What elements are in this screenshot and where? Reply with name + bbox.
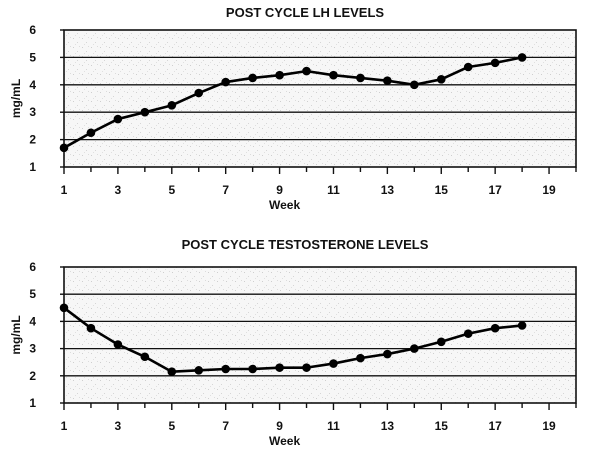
data-point bbox=[463, 62, 473, 72]
data-point bbox=[248, 364, 257, 374]
data-point bbox=[383, 76, 392, 85]
x-tick-label: 15 bbox=[435, 419, 449, 433]
data-point bbox=[302, 66, 311, 76]
data-point bbox=[248, 73, 257, 83]
plot-area bbox=[64, 267, 576, 403]
data-point bbox=[517, 53, 527, 62]
plot-frame bbox=[63, 29, 577, 168]
x-tick-label: 9 bbox=[276, 183, 283, 197]
data-point bbox=[140, 352, 150, 362]
data-point bbox=[329, 359, 338, 368]
data-point bbox=[463, 329, 473, 338]
data-point bbox=[167, 101, 177, 110]
data-point bbox=[436, 337, 446, 347]
y-tick-label: 4 bbox=[29, 314, 36, 328]
data-point bbox=[113, 114, 123, 124]
data-point bbox=[167, 367, 177, 377]
y-tick-label: 4 bbox=[29, 78, 36, 92]
data-point bbox=[221, 364, 230, 374]
data-point bbox=[86, 128, 96, 138]
plot-area bbox=[64, 30, 576, 167]
x-tick-label: 7 bbox=[222, 419, 229, 433]
data-point bbox=[59, 143, 69, 153]
y-tick-label: 5 bbox=[29, 287, 36, 301]
data-point bbox=[356, 353, 365, 363]
data-point bbox=[383, 349, 392, 359]
x-tick-label: 17 bbox=[488, 419, 502, 433]
x-tick-label: 19 bbox=[542, 183, 556, 197]
x-axis-label: Week bbox=[269, 434, 300, 448]
x-tick-label: 15 bbox=[435, 183, 449, 197]
data-point bbox=[275, 363, 284, 372]
y-axis-label: mg/mL bbox=[9, 315, 23, 354]
x-tick-label: 1 bbox=[61, 183, 68, 197]
data-point bbox=[436, 75, 446, 84]
x-tick-label: 13 bbox=[381, 183, 395, 197]
x-tick-label: 5 bbox=[168, 419, 175, 433]
x-tick-label: 13 bbox=[381, 419, 395, 433]
chart-title: POST CYCLE LH LEVELS bbox=[226, 5, 385, 20]
x-tick-label: 19 bbox=[542, 419, 556, 433]
plot-frame bbox=[63, 266, 577, 404]
y-tick-label: 1 bbox=[29, 396, 36, 410]
x-tick-label: 5 bbox=[168, 183, 175, 197]
data-point bbox=[490, 323, 500, 333]
data-point bbox=[356, 73, 365, 83]
data-point bbox=[302, 363, 311, 372]
x-tick-label: 7 bbox=[222, 183, 229, 197]
data-point bbox=[86, 323, 96, 333]
y-tick-label: 2 bbox=[29, 133, 36, 147]
x-tick-label: 11 bbox=[327, 183, 340, 197]
x-tick-label: 3 bbox=[115, 419, 122, 433]
chart-title: POST CYCLE TESTOSTERONE LEVELS bbox=[182, 237, 429, 252]
x-tick-label: 9 bbox=[276, 419, 283, 433]
x-tick-label: 17 bbox=[488, 183, 502, 197]
y-tick-label: 2 bbox=[29, 369, 36, 383]
data-point bbox=[59, 303, 69, 313]
data-point bbox=[275, 70, 284, 80]
y-tick-label: 5 bbox=[29, 50, 36, 64]
x-tick-label: 3 bbox=[115, 183, 122, 197]
data-point bbox=[517, 321, 527, 330]
y-tick-label: 1 bbox=[29, 160, 36, 174]
data-point bbox=[194, 88, 204, 98]
data-point bbox=[140, 107, 150, 117]
y-tick-label: 6 bbox=[29, 23, 36, 37]
data-point bbox=[194, 366, 204, 375]
data-point bbox=[221, 77, 230, 87]
data-point bbox=[410, 80, 419, 90]
y-tick-label: 3 bbox=[29, 105, 36, 119]
data-point bbox=[490, 58, 500, 68]
x-tick-label: 1 bbox=[61, 419, 68, 433]
y-tick-label: 3 bbox=[29, 342, 36, 356]
y-tick-label: 6 bbox=[29, 260, 36, 274]
series-line-testosterone bbox=[62, 306, 524, 374]
data-point bbox=[113, 340, 123, 349]
x-tick-label: 11 bbox=[327, 419, 340, 433]
data-point bbox=[329, 70, 338, 80]
x-axis-label: Week bbox=[269, 198, 300, 212]
data-point bbox=[410, 344, 419, 353]
series-line-lh bbox=[62, 56, 524, 150]
y-axis-label: mg/mL bbox=[9, 79, 23, 118]
